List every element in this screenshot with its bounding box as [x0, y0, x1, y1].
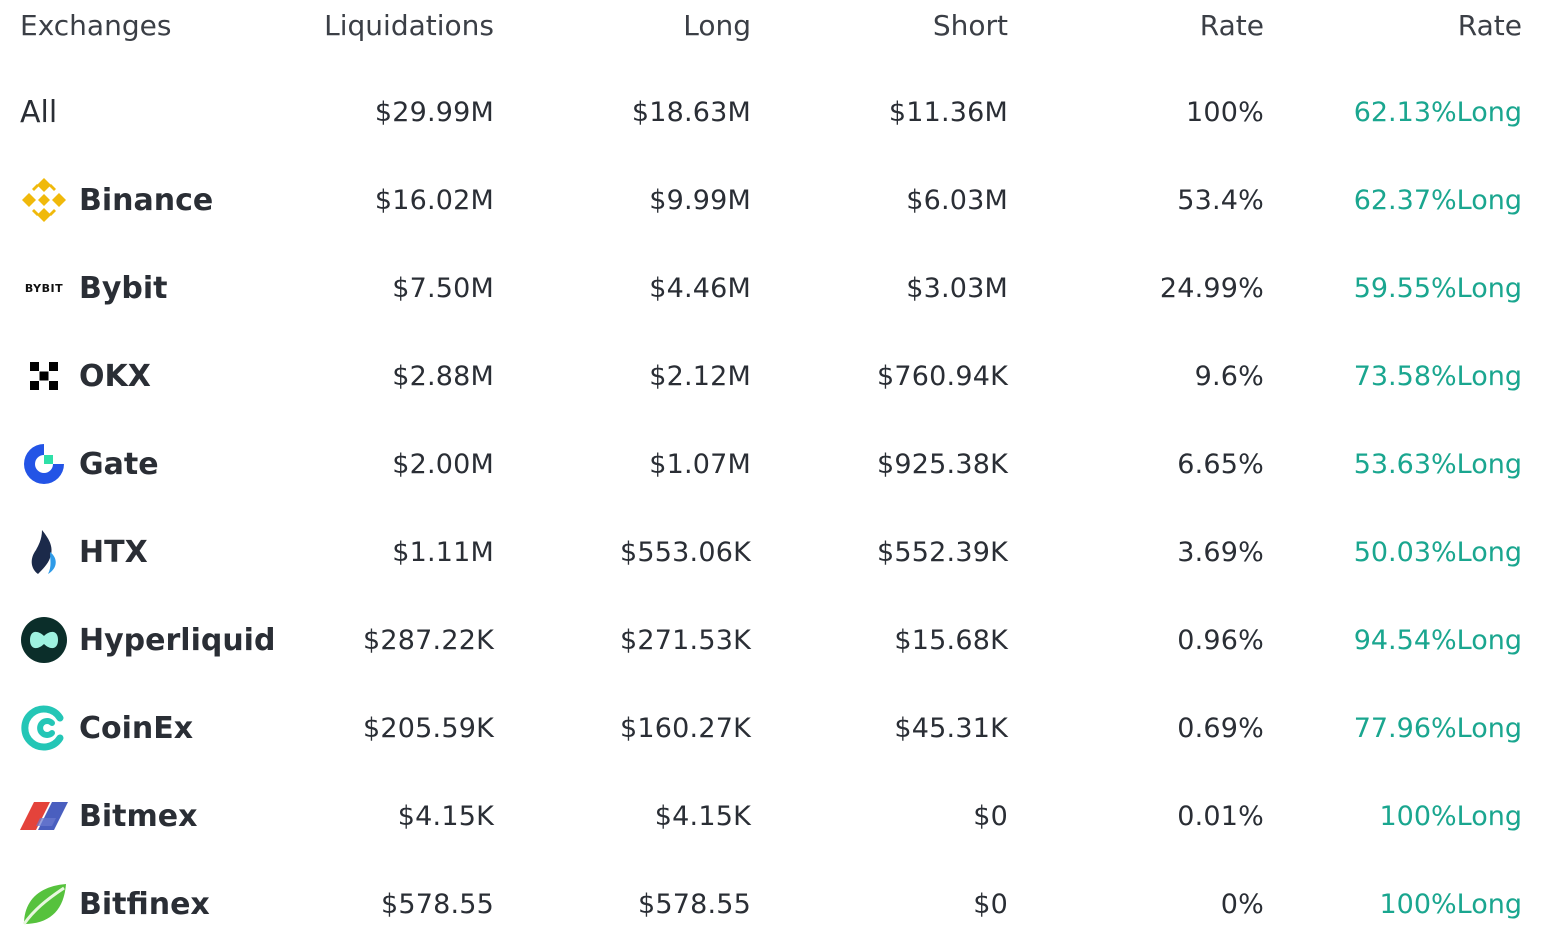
exchange-name: CoinEx: [79, 710, 194, 746]
rate-value: 0.69%: [1177, 712, 1264, 744]
liquidation-table: Exchanges Liquidations Long Short Rate R…: [0, 0, 1542, 925]
liquidations-value: $287.22K: [363, 624, 494, 656]
long-ratio-value: 50.03%Long: [1353, 536, 1522, 568]
short-value: $3.03M: [906, 272, 1008, 304]
bitfinex-logo-icon: [20, 880, 68, 928]
long-ratio-value: 94.54%Long: [1353, 624, 1522, 656]
rate-value: 0.96%: [1177, 624, 1264, 656]
exchange-name: OKX: [79, 358, 151, 394]
short-value: $11.36M: [888, 96, 1008, 128]
hyperliquid-logo-icon: [20, 616, 68, 664]
long-value: $4.46M: [649, 272, 751, 304]
long-value: $18.63M: [631, 96, 751, 128]
header-liquidations[interactable]: Liquidations: [324, 8, 494, 42]
rate-value: 6.65%: [1177, 448, 1264, 480]
liquidations-value: $1.11M: [392, 536, 494, 568]
short-value: $6.03M: [906, 184, 1008, 216]
liquidations-value: $4.15K: [397, 800, 494, 832]
header-rate[interactable]: Rate: [1199, 8, 1264, 42]
table-row-binance[interactable]: Binance $16.02M $9.99M $6.03M 53.4% 62.3…: [0, 156, 1542, 244]
rate-value: 0.01%: [1177, 800, 1264, 832]
exchange-name: HTX: [79, 534, 148, 570]
liquidations-value: $578.55: [380, 888, 494, 920]
exchange-name: Binance: [79, 182, 214, 218]
table-row-okx[interactable]: OKX $2.88M $2.12M $760.94K 9.6% 73.58%Lo…: [0, 332, 1542, 420]
exchange-name: Bitmex: [79, 798, 198, 834]
long-ratio-value: 62.13%Long: [1353, 96, 1522, 128]
table-row-coinex[interactable]: CoinEx $205.59K $160.27K $45.31K 0.69% 7…: [0, 684, 1542, 772]
short-value: $0: [973, 888, 1008, 920]
liquidations-value: $29.99M: [374, 96, 494, 128]
short-value: $45.31K: [894, 712, 1008, 744]
short-value: $925.38K: [877, 448, 1008, 480]
short-value: $15.68K: [894, 624, 1008, 656]
bybit-logo-text: BYBIT: [24, 281, 64, 295]
exchange-cell: Hyperliquid: [20, 596, 300, 684]
long-value: $1.07M: [649, 448, 751, 480]
rate-value: 53.4%: [1177, 184, 1264, 216]
rate-value: 100%: [1186, 96, 1264, 128]
long-value: $271.53K: [620, 624, 751, 656]
long-ratio-value: 100%Long: [1379, 800, 1522, 832]
binance-logo-icon: [20, 176, 68, 224]
liquidations-value: $16.02M: [374, 184, 494, 216]
table-row-all[interactable]: All $29.99M $18.63M $11.36M 100% 62.13%L…: [0, 68, 1542, 156]
header-exchanges[interactable]: Exchanges: [20, 8, 172, 42]
short-value: $0: [973, 800, 1008, 832]
exchange-name: Bybit: [79, 270, 168, 306]
table-row-bybit[interactable]: BYBIT Bybit $7.50M $4.46M $3.03M 24.99% …: [0, 244, 1542, 332]
okx-logo-icon: [20, 352, 68, 400]
table-row-gate[interactable]: Gate $2.00M $1.07M $925.38K 6.65% 53.63%…: [0, 420, 1542, 508]
htx-logo-icon: [20, 528, 68, 576]
rate-value: 3.69%: [1177, 536, 1264, 568]
long-value: $160.27K: [620, 712, 751, 744]
exchange-cell: Gate: [20, 420, 300, 508]
long-value: $553.06K: [620, 536, 751, 568]
exchange-cell: Bitfinex: [20, 860, 300, 948]
gate-logo-icon: [20, 440, 68, 488]
exchange-name: Hyperliquid: [79, 622, 276, 658]
long-value: $578.55: [637, 888, 751, 920]
liquidations-value: $2.00M: [392, 448, 494, 480]
long-value: $4.15K: [654, 800, 751, 832]
header-long[interactable]: Long: [683, 8, 751, 42]
liquidations-value: $7.50M: [392, 272, 494, 304]
exchange-name: All: [20, 94, 58, 130]
long-value: $9.99M: [649, 184, 751, 216]
table-row-hyperliquid[interactable]: Hyperliquid $287.22K $271.53K $15.68K 0.…: [0, 596, 1542, 684]
long-ratio-value: 100%Long: [1379, 888, 1522, 920]
long-ratio-value: 73.58%Long: [1353, 360, 1522, 392]
bitmex-logo-icon: [20, 792, 68, 840]
header-short[interactable]: Short: [932, 8, 1008, 42]
rate-value: 9.6%: [1194, 360, 1264, 392]
long-ratio-value: 53.63%Long: [1353, 448, 1522, 480]
bybit-logo-icon: BYBIT: [20, 264, 68, 312]
long-ratio-value: 77.96%Long: [1353, 712, 1522, 744]
exchange-cell: All: [20, 68, 300, 156]
rate-value: 0%: [1220, 888, 1264, 920]
exchange-cell: CoinEx: [20, 684, 300, 772]
table-row-htx[interactable]: HTX $1.11M $553.06K $552.39K 3.69% 50.03…: [0, 508, 1542, 596]
long-ratio-value: 62.37%Long: [1353, 184, 1522, 216]
exchange-cell: Bitmex: [20, 772, 300, 860]
exchange-cell: Binance: [20, 156, 300, 244]
short-value: $760.94K: [877, 360, 1008, 392]
exchange-cell: HTX: [20, 508, 300, 596]
rate-value: 24.99%: [1159, 272, 1264, 304]
header-long-short-rate[interactable]: Rate: [1457, 8, 1522, 42]
liquidations-value: $205.59K: [363, 712, 494, 744]
exchange-cell: BYBIT Bybit: [20, 244, 300, 332]
exchange-cell: OKX: [20, 332, 300, 420]
table-header: Exchanges Liquidations Long Short Rate R…: [0, 0, 1542, 50]
exchange-name: Gate: [79, 446, 159, 482]
liquidations-value: $2.88M: [392, 360, 494, 392]
short-value: $552.39K: [877, 536, 1008, 568]
long-ratio-value: 59.55%Long: [1353, 272, 1522, 304]
long-value: $2.12M: [649, 360, 751, 392]
exchange-name: Bitfinex: [79, 886, 210, 922]
table-row-bitfinex[interactable]: Bitfinex $578.55 $578.55 $0 0% 100%Long: [0, 860, 1542, 948]
coinex-logo-icon: [20, 704, 68, 752]
table-row-bitmex[interactable]: Bitmex $4.15K $4.15K $0 0.01% 100%Long: [0, 772, 1542, 860]
